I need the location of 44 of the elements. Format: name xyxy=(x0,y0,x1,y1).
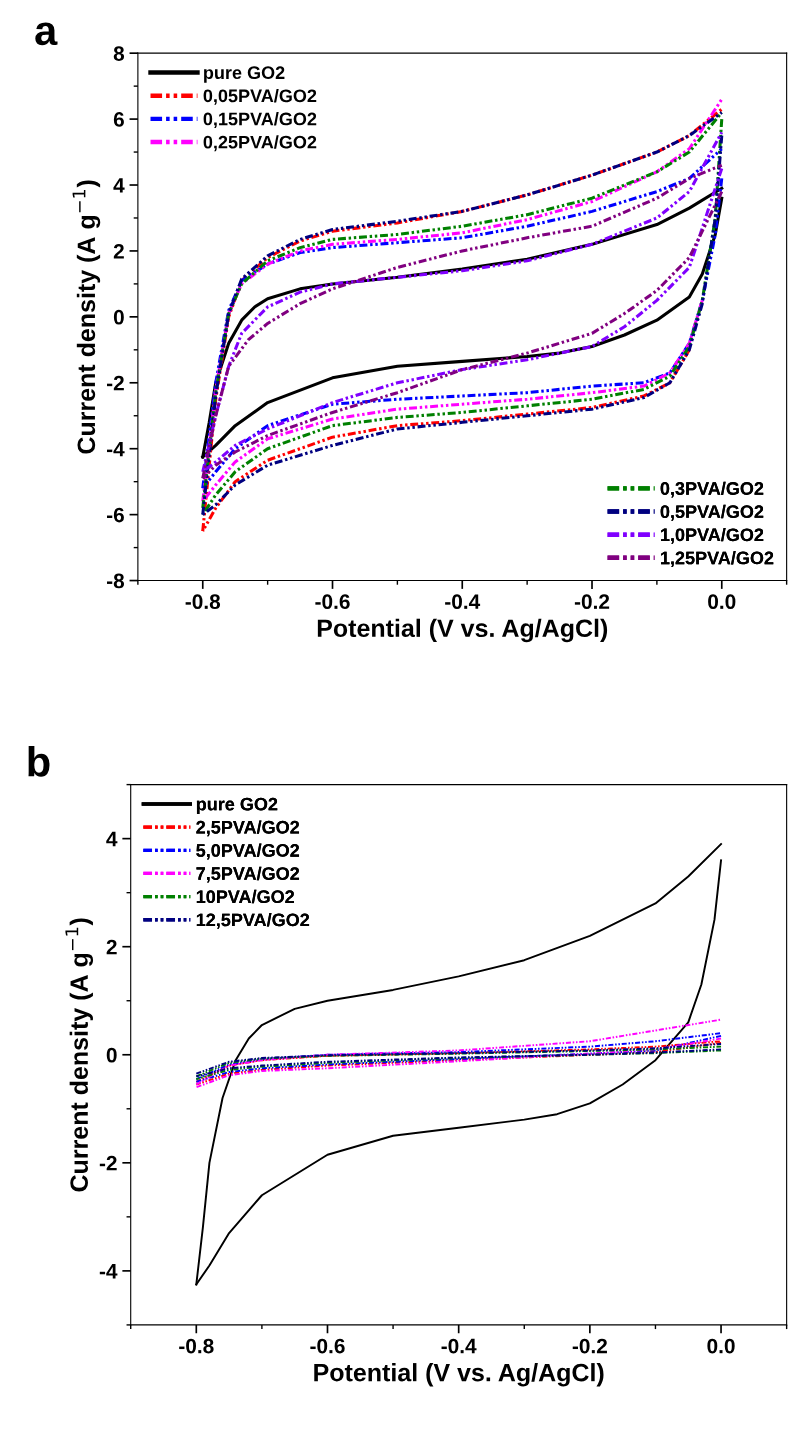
y-tick-label: 0 xyxy=(113,309,124,325)
y-tick-label: 2 xyxy=(113,243,124,259)
y-tick-label: 8 xyxy=(113,46,125,61)
y-tick-label: -4 xyxy=(99,1264,118,1279)
x-axis-title: Potential (V vs. Ag/AgCl) xyxy=(314,1363,604,1387)
legend-label: pure GO2 xyxy=(204,66,285,83)
x-tick-label: -0.4 xyxy=(445,594,481,610)
y-axis-title: Current density (A g$^{−1}$) xyxy=(72,180,101,454)
legend-label: 1,25PVA/GO2 xyxy=(661,551,774,567)
legend-label: pure GO2 xyxy=(196,797,278,815)
y-tick-label: -8 xyxy=(106,573,125,589)
y-tick-label: -2 xyxy=(106,375,124,391)
y-tick-label: -6 xyxy=(106,507,124,523)
x-tick-label: -0.2 xyxy=(572,1338,607,1354)
y-tick-label: 6 xyxy=(113,112,124,127)
legend-label: 1,0PVA/GO2 xyxy=(661,527,764,544)
legend-label: 12,5PVA/GO2 xyxy=(196,912,310,929)
y-tick-label: 2 xyxy=(106,939,117,955)
legend-label: 0,05PVA/GO2 xyxy=(203,88,317,105)
legend-label: 7,5PVA/GO2 xyxy=(196,866,300,883)
x-tick-label: -0.4 xyxy=(441,1338,477,1354)
y-tick-label: 4 xyxy=(106,831,118,847)
legend-label: 0,5PVA/GO2 xyxy=(660,504,764,521)
legend-label: 10PVA/GO2 xyxy=(196,889,295,904)
chart-title: a xyxy=(35,22,58,46)
x-tick-label: -0.6 xyxy=(310,1338,345,1354)
y-tick-label: 0 xyxy=(106,1047,117,1063)
legend-label: 5,0PVA/GO2 xyxy=(196,843,300,860)
legend-label: 0,25PVA/GO2 xyxy=(203,135,317,152)
x-tick-label: 0.0 xyxy=(707,1338,735,1354)
chart-title: b xyxy=(28,746,50,777)
y-tick-label: -4 xyxy=(106,441,125,457)
x-tick-label: -0.8 xyxy=(185,594,221,610)
x-tick-label: -0.8 xyxy=(179,1338,214,1354)
legend-label: 0,3PVA/GO2 xyxy=(660,481,764,498)
y-tick-label: 4 xyxy=(113,178,125,193)
x-tick-label: -0.6 xyxy=(315,594,350,610)
y-axis-title: Current density (A g$^{−1}$) xyxy=(65,918,94,1192)
legend-label: 0,15PVA/GO2 xyxy=(203,112,317,128)
x-tick-label: -0.2 xyxy=(574,594,610,610)
y-tick-label: -2 xyxy=(99,1155,117,1171)
x-axis-title: Potential (V vs. Ag/AgCl) xyxy=(317,618,608,643)
x-tick-label: 0.0 xyxy=(708,594,736,610)
legend-label: 2,5PVA/GO2 xyxy=(196,820,300,837)
